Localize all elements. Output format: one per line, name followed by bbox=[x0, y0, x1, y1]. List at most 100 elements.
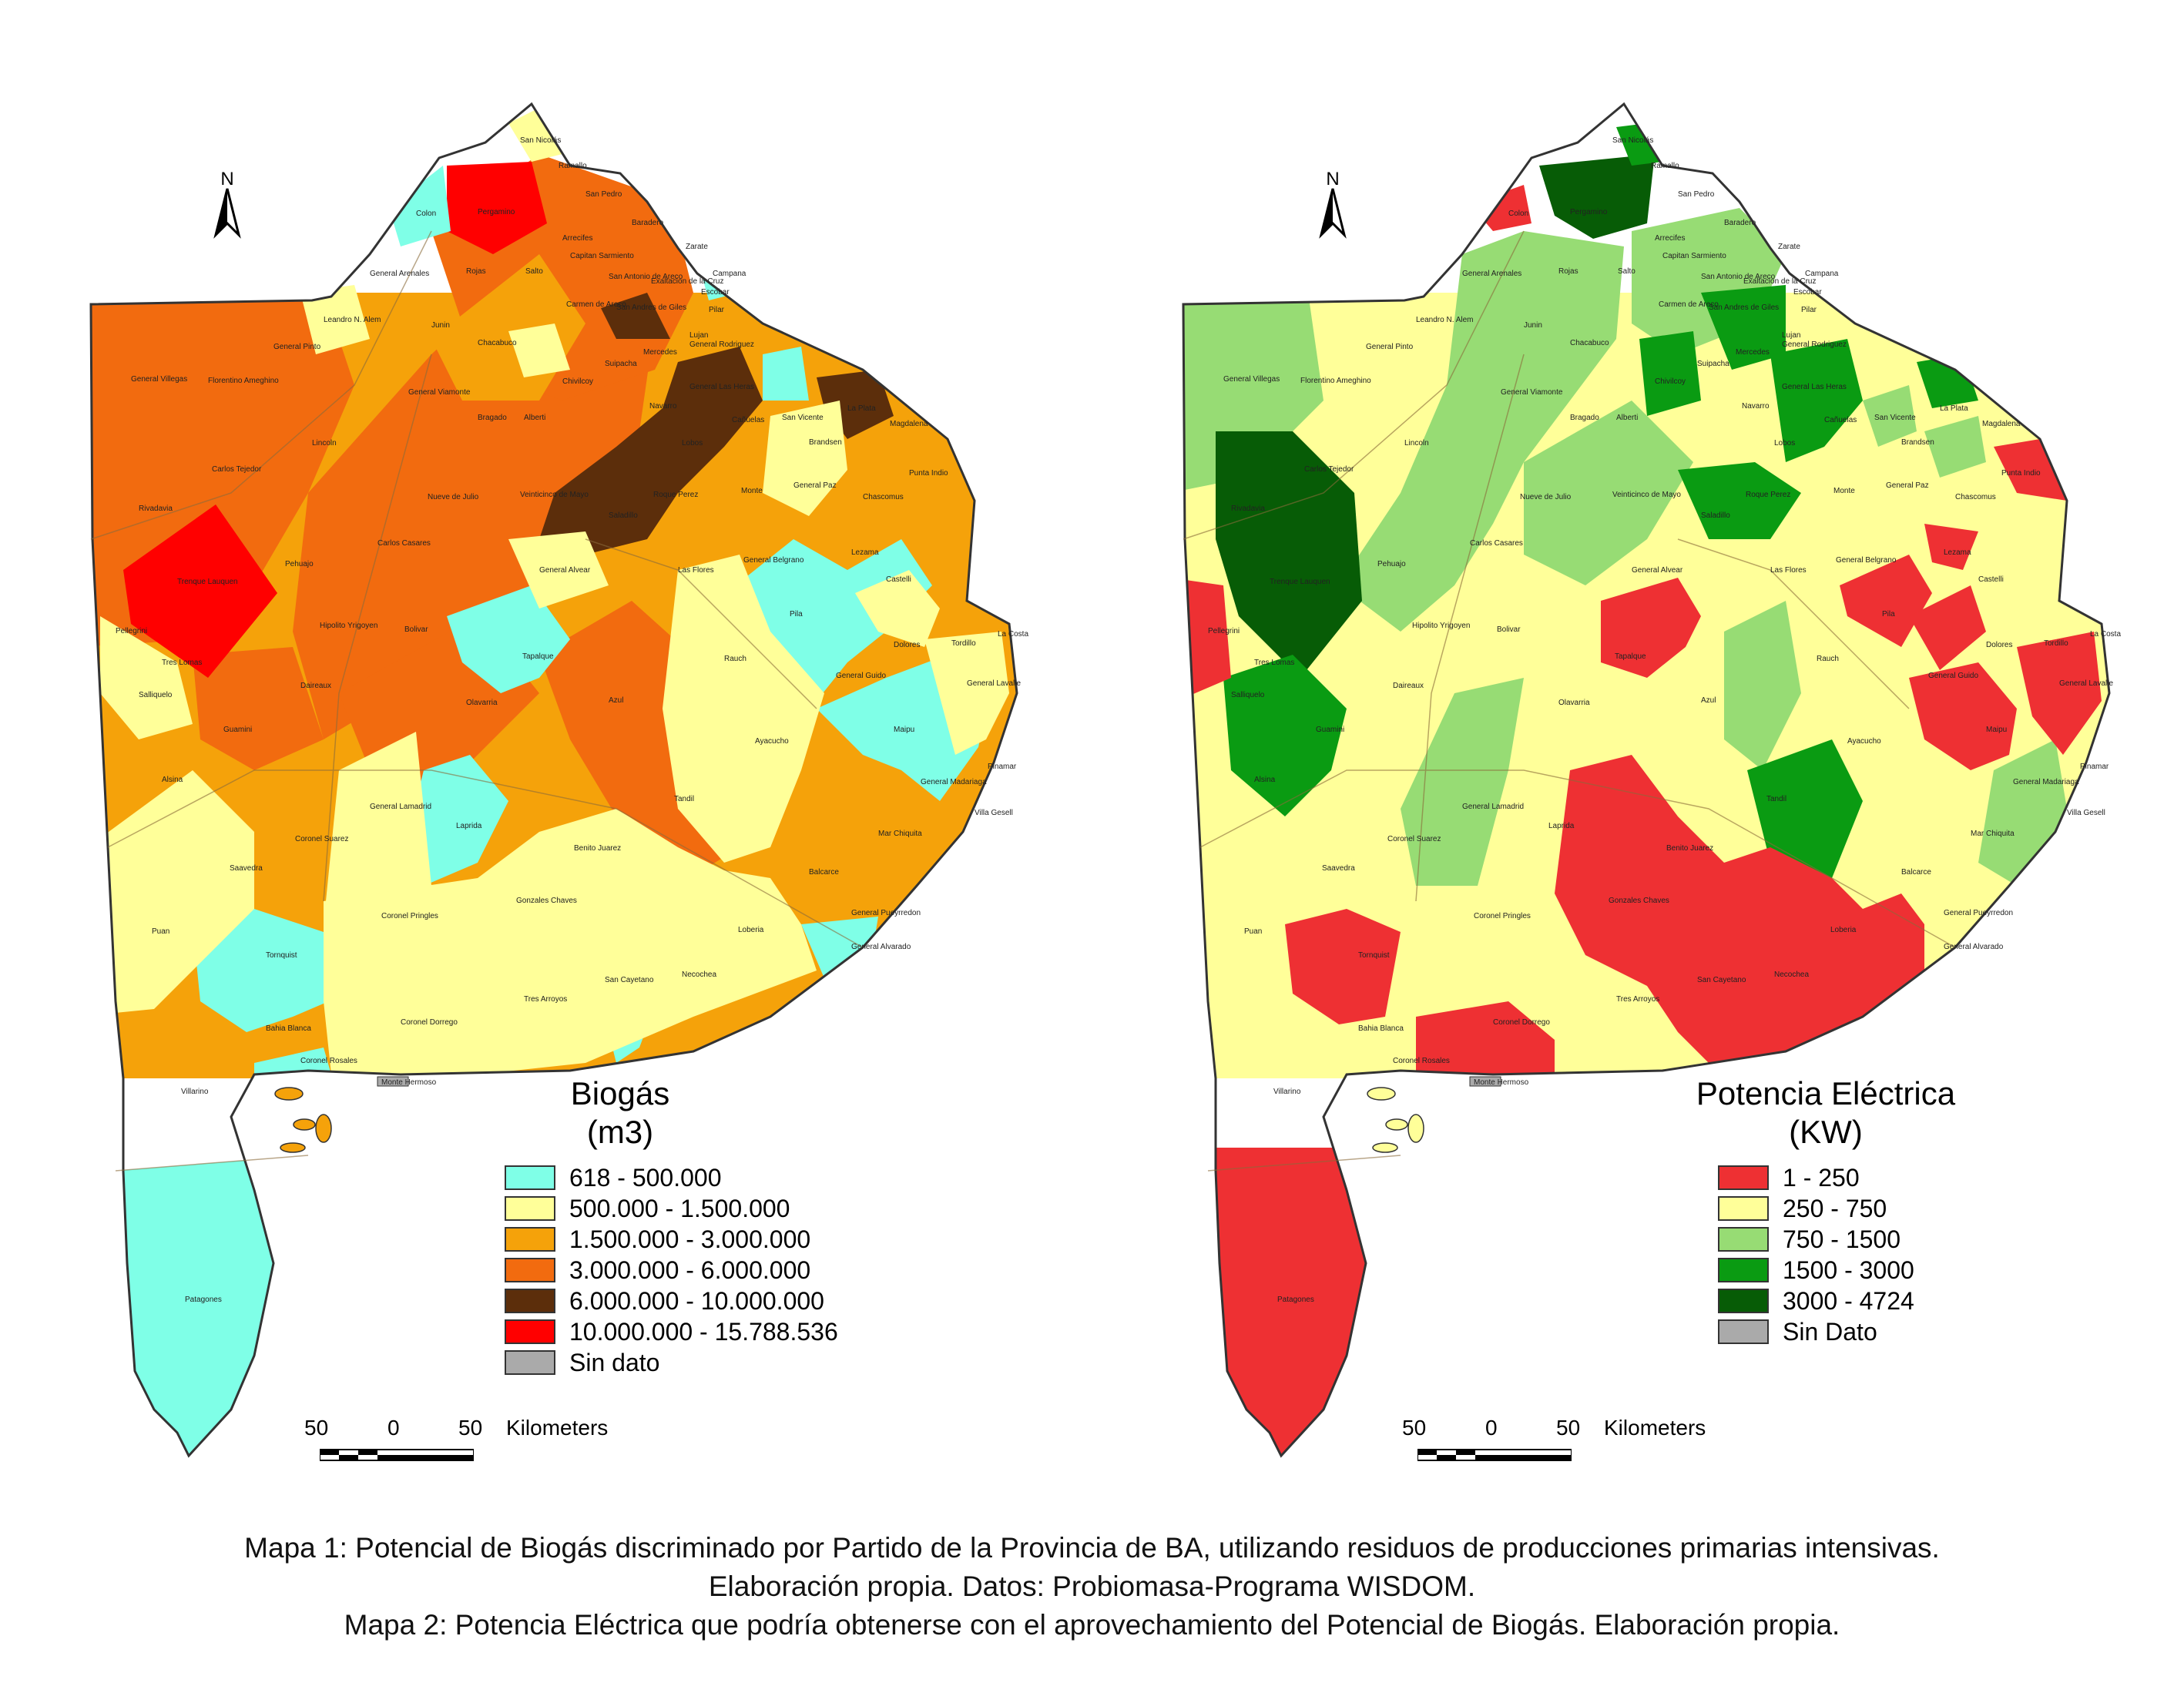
scale-right: 50 bbox=[458, 1416, 483, 1440]
label-pehuajo: Pehuajo bbox=[1377, 560, 1406, 568]
label-tordillo: Tordillo bbox=[951, 639, 976, 648]
label-castelli: Castelli bbox=[1978, 575, 2004, 584]
label-rauch: Rauch bbox=[724, 655, 746, 663]
label-monte: Monte bbox=[1833, 487, 1855, 495]
label-alberti: Alberti bbox=[524, 414, 545, 422]
biogas-map: N San Nicolás Ramallo San Pedro Baradero… bbox=[89, 102, 1028, 1458]
partido-labels: San Nicolás Ramallo San Pedro Baradero Z… bbox=[1208, 136, 2121, 1304]
legend-swatch bbox=[1718, 1258, 1769, 1282]
label-roque-perez: Roque Perez bbox=[653, 491, 698, 499]
label-lezama: Lezama bbox=[851, 548, 879, 557]
label-junin: Junin bbox=[431, 321, 450, 330]
label-general-alvarado: General Alvarado bbox=[1944, 943, 2004, 951]
label-mar-chiquita: Mar Chiquita bbox=[1971, 830, 2015, 838]
label-veinticinco-de-mayo: Veinticinco de Mayo bbox=[520, 491, 589, 499]
north-label: N bbox=[220, 169, 233, 189]
label-la-costa: La Costa bbox=[998, 630, 1028, 639]
legend-item: 3000 - 4724 bbox=[1718, 1286, 2057, 1316]
label-villa-gesell: Villa Gesell bbox=[2067, 809, 2105, 817]
label-pergamino: Pergamino bbox=[478, 208, 515, 216]
caption-line-3: Mapa 2: Potencia Eléctrica que podría ob… bbox=[344, 1609, 1840, 1641]
label-monte: Monte bbox=[741, 487, 763, 495]
legend-label: 3000 - 4724 bbox=[1783, 1286, 1914, 1315]
label-arrecifes: Arrecifes bbox=[562, 234, 592, 243]
label-carlos-tejedor: Carlos Tejedor bbox=[1304, 465, 1354, 474]
legend-label: 6.000.000 - 10.000.000 bbox=[569, 1286, 824, 1315]
label-tres-arroyos: Tres Arroyos bbox=[1616, 995, 1659, 1004]
label-general-alvarado: General Alvarado bbox=[851, 943, 911, 951]
label-saladillo: Saladillo bbox=[1701, 511, 1730, 520]
label-junin: Junin bbox=[1524, 321, 1542, 330]
label-dolores: Dolores bbox=[894, 641, 920, 649]
label-campana: Campana bbox=[1805, 270, 1839, 278]
legend-swatch bbox=[1718, 1196, 1769, 1221]
legend-item: 250 - 750 bbox=[1718, 1193, 2057, 1224]
legend-label: 500.000 - 1.500.000 bbox=[569, 1194, 790, 1222]
label-las-flores: Las Flores bbox=[1770, 566, 1807, 575]
legend-label: 1 - 250 bbox=[1783, 1163, 1860, 1192]
label-ayacucho: Ayacucho bbox=[755, 737, 789, 746]
label-loberia: Loberia bbox=[1830, 926, 1857, 934]
label-las-flores: Las Flores bbox=[678, 566, 714, 575]
label-general-belgrano: General Belgrano bbox=[743, 556, 804, 565]
legend-swatch bbox=[505, 1289, 555, 1313]
label-hipolito-yrigoyen: Hipolito Yrigoyen bbox=[1412, 622, 1470, 630]
label-olavarria: Olavarria bbox=[466, 699, 498, 707]
label-general-belgrano: General Belgrano bbox=[1836, 556, 1897, 565]
label-general-rodriguez: General Rodriguez bbox=[689, 340, 754, 349]
label-navarro: Navarro bbox=[649, 402, 677, 411]
caption-line-1: Mapa 1: Potencial de Biogás discriminado… bbox=[244, 1532, 1940, 1564]
label-patagones: Patagones bbox=[185, 1296, 222, 1304]
label-bragado: Bragado bbox=[478, 414, 507, 422]
label-general-lavalle: General Lavalle bbox=[967, 679, 1021, 688]
label-coronel-pringles: Coronel Pringles bbox=[381, 912, 438, 920]
north-arrow-icon: N bbox=[213, 169, 241, 239]
label-lobos: Lobos bbox=[682, 439, 703, 448]
label-azul: Azul bbox=[1701, 696, 1716, 705]
label-necochea: Necochea bbox=[682, 971, 716, 979]
legend-swatch bbox=[505, 1196, 555, 1221]
label-coronel-dorrego: Coronel Dorrego bbox=[1493, 1018, 1550, 1027]
legend-label: 1.500.000 - 3.000.000 bbox=[569, 1225, 811, 1253]
label-tandil: Tandil bbox=[674, 795, 694, 803]
label-magdalena: Magdalena bbox=[1982, 420, 2021, 428]
legend-swatch bbox=[1718, 1227, 1769, 1252]
legend-title: Biogás bbox=[570, 1075, 670, 1111]
legend-label: 1500 - 3000 bbox=[1783, 1255, 1914, 1284]
label-bragado: Bragado bbox=[1570, 414, 1599, 422]
label-tornquist: Tornquist bbox=[266, 951, 297, 960]
legend-swatch bbox=[1718, 1289, 1769, 1313]
legend-swatch bbox=[505, 1319, 555, 1344]
label-rivadavia: Rivadavia bbox=[139, 505, 173, 513]
label-carmen-de-areco: Carmen de Areco bbox=[566, 300, 626, 309]
label-baradero: Baradero bbox=[632, 219, 664, 227]
label-chascomus: Chascomus bbox=[863, 493, 904, 501]
scale-unit: Kilometers bbox=[506, 1416, 609, 1440]
label-monte-hermoso: Monte Hermoso bbox=[381, 1078, 437, 1087]
label-puan: Puan bbox=[1244, 927, 1262, 936]
scale-bar-graphic bbox=[320, 1449, 474, 1461]
label-colon: Colon bbox=[1508, 210, 1528, 218]
label-salliquelo: Salliquelo bbox=[1231, 691, 1265, 699]
legend-swatch bbox=[1718, 1165, 1769, 1190]
north-label: N bbox=[1326, 169, 1339, 189]
label-san-cayetano: San Cayetano bbox=[1697, 976, 1746, 984]
label-maipu: Maipu bbox=[1986, 726, 2007, 734]
legend-title: Potencia Eléctrica bbox=[1696, 1075, 1956, 1111]
legend-item: 1500 - 3000 bbox=[1718, 1255, 2057, 1286]
label-zarate: Zarate bbox=[686, 243, 708, 251]
label-canuelas: Cañuelas bbox=[732, 416, 764, 424]
label-pilar: Pilar bbox=[1801, 306, 1817, 314]
power-legend: Potencia Eléctrica (KW) 1 - 250 250 - 750… bbox=[1672, 1074, 2057, 1347]
label-general-lavalle: General Lavalle bbox=[2059, 679, 2113, 688]
label-san-antonio-de-areco: San Antonio de Areco bbox=[609, 273, 683, 281]
label-chascomus: Chascomus bbox=[1955, 493, 1996, 501]
label-general-arenales: General Arenales bbox=[370, 270, 429, 278]
label-rojas: Rojas bbox=[1558, 267, 1578, 276]
label-tres-lomas: Tres Lomas bbox=[1254, 659, 1294, 667]
label-san-vicente: San Vicente bbox=[782, 414, 824, 422]
power-map: N San Nicolás Ramallo San Pedro Baradero… bbox=[1182, 102, 2121, 1458]
label-general-lamadrid: General Lamadrid bbox=[370, 803, 431, 811]
label-coronel-dorrego: Coronel Dorrego bbox=[401, 1018, 458, 1027]
label-san-cayetano: San Cayetano bbox=[605, 976, 654, 984]
